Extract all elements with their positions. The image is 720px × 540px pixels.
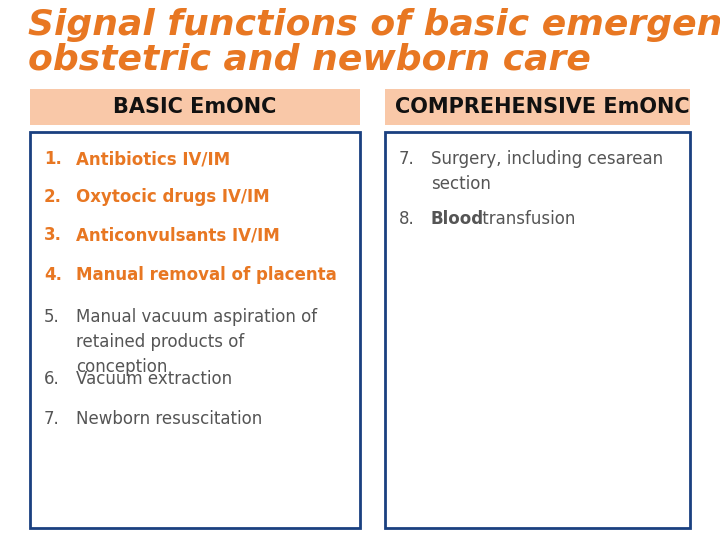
FancyBboxPatch shape (30, 89, 360, 125)
FancyBboxPatch shape (30, 132, 360, 528)
Text: obstetric and newborn care: obstetric and newborn care (28, 43, 591, 77)
Text: 7.: 7. (399, 150, 415, 168)
Text: Antibiotics IV/IM: Antibiotics IV/IM (76, 150, 230, 168)
Text: transfusion: transfusion (477, 210, 575, 228)
Text: 5.: 5. (44, 308, 60, 326)
Text: Vacuum extraction: Vacuum extraction (76, 370, 232, 388)
Text: 6.: 6. (44, 370, 60, 388)
Text: 7.: 7. (44, 410, 60, 428)
Text: BASIC EmONC: BASIC EmONC (113, 97, 276, 117)
Text: Surgery, including cesarean
section: Surgery, including cesarean section (431, 150, 663, 193)
Text: COMPREHENSIVE EmONC: COMPREHENSIVE EmONC (395, 97, 690, 117)
Text: 1.: 1. (44, 150, 62, 168)
Text: Blood: Blood (431, 210, 484, 228)
FancyBboxPatch shape (385, 89, 690, 125)
FancyBboxPatch shape (385, 132, 690, 528)
Text: Oxytocic drugs IV/IM: Oxytocic drugs IV/IM (76, 188, 269, 206)
Text: Manual removal of placenta: Manual removal of placenta (76, 266, 337, 284)
Text: Signal functions of basic emergency: Signal functions of basic emergency (28, 8, 720, 42)
Text: Anticonvulsants IV/IM: Anticonvulsants IV/IM (76, 226, 280, 244)
Text: 4.: 4. (44, 266, 62, 284)
Text: Newborn resuscitation: Newborn resuscitation (76, 410, 262, 428)
Text: Manual vacuum aspiration of
retained products of
conception: Manual vacuum aspiration of retained pro… (76, 308, 317, 376)
Text: 3.: 3. (44, 226, 62, 244)
Text: 8.: 8. (399, 210, 415, 228)
Text: 2.: 2. (44, 188, 62, 206)
